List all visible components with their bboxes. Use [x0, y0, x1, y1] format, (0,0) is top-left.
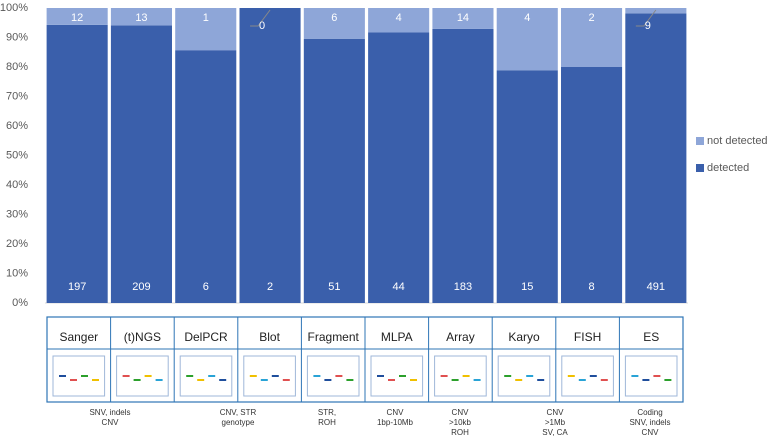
data-label: 14 — [457, 12, 469, 24]
method-name: ES — [643, 330, 659, 344]
method-description: CNV, STR — [220, 408, 257, 417]
data-label: 4 — [396, 12, 402, 24]
method-icon-frame — [306, 355, 360, 397]
y-tick-label: 40% — [6, 179, 28, 191]
data-label: 15 — [521, 281, 533, 293]
bar-segment — [175, 50, 237, 304]
bar-segment — [368, 32, 430, 304]
bar-segment — [303, 38, 365, 303]
data-label: 8 — [588, 281, 594, 293]
data-label: 13 — [135, 12, 147, 24]
method-name: Blot — [259, 330, 280, 344]
bar-segment — [303, 8, 365, 39]
legend-label: detected — [707, 162, 749, 174]
y-tick-label: 80% — [6, 61, 28, 73]
bar-segment — [368, 8, 430, 33]
legend-swatch — [696, 164, 704, 172]
bar-segment — [110, 8, 172, 26]
legend-swatch — [696, 137, 704, 145]
method-icon-frame — [243, 355, 296, 397]
leader-line — [250, 9, 271, 27]
legend-label: not detected — [707, 135, 768, 147]
method-name: MLPA — [381, 330, 413, 344]
data-label: 0 — [259, 20, 265, 32]
method-description: CNV — [102, 418, 120, 427]
leader-line — [635, 9, 657, 27]
method-name: Fragment — [308, 330, 360, 344]
y-tick-label: 90% — [6, 31, 28, 43]
bar-segment — [110, 25, 172, 304]
method-description: 1bp-10Mb — [377, 418, 414, 427]
data-label: 12 — [71, 12, 83, 24]
method-icon-frame — [179, 355, 233, 397]
bar-segment — [46, 24, 108, 303]
method-name: Sanger — [59, 330, 98, 344]
y-tick-label: 70% — [6, 90, 28, 102]
method-description: CNV — [387, 408, 405, 417]
method-description: CNV — [642, 428, 660, 437]
bar-segment — [432, 8, 494, 29]
method-description: CNV — [452, 408, 470, 417]
bar-segment — [561, 67, 623, 303]
bar-segment — [239, 8, 301, 303]
data-label: 2 — [267, 281, 273, 293]
method-description: genotype — [222, 418, 255, 427]
data-label: 6 — [203, 281, 209, 293]
y-tick-label: 0% — [12, 297, 28, 309]
bar-segment — [496, 70, 558, 304]
bar-segment — [432, 28, 494, 303]
method-icon-frame — [52, 355, 106, 397]
data-label: 183 — [454, 281, 472, 293]
method-icon-frame — [116, 355, 169, 397]
data-label: 9 — [645, 20, 651, 32]
y-tick-label: 100% — [0, 2, 28, 14]
y-tick-label: 50% — [6, 149, 28, 161]
method-description: STR, — [318, 408, 336, 417]
bar-segment — [46, 8, 108, 25]
data-label: 209 — [132, 281, 150, 293]
data-label: 2 — [588, 12, 594, 24]
bar-segment — [175, 8, 237, 51]
method-icon-frame — [434, 355, 487, 397]
bar-segment — [496, 8, 558, 71]
method-icon-frame — [624, 355, 678, 397]
data-label: 44 — [393, 281, 405, 293]
method-description: SNV, indels — [629, 418, 670, 427]
data-label: 1 — [203, 12, 209, 24]
y-tick-label: 30% — [6, 208, 28, 220]
method-description: SV, CA — [542, 428, 568, 437]
method-name: FISH — [574, 330, 601, 344]
method-icon-frame — [370, 355, 424, 397]
data-label: 51 — [328, 281, 340, 293]
data-label: 197 — [68, 281, 86, 293]
data-label: 491 — [647, 281, 665, 293]
method-icon-frame — [497, 355, 551, 397]
y-tick-label: 20% — [6, 238, 28, 250]
y-tick-label: 60% — [6, 120, 28, 132]
method-name: Array — [446, 330, 475, 344]
method-icon-frame — [561, 355, 614, 397]
method-description: >1Mb — [545, 418, 566, 427]
bar-segment — [625, 13, 687, 304]
data-label: 6 — [331, 12, 337, 24]
method-name: Karyo — [508, 330, 540, 344]
method-description: >10kb — [449, 418, 472, 427]
method-name: (t)NGS — [124, 330, 161, 344]
method-name: DelPCR — [184, 330, 228, 344]
y-tick-label: 10% — [6, 267, 28, 279]
data-label: 4 — [524, 12, 530, 24]
method-description: ROH — [451, 428, 469, 437]
method-description: Coding — [637, 408, 662, 417]
method-description: CNV — [547, 408, 565, 417]
method-description: ROH — [318, 418, 336, 427]
method-description: SNV, indels — [89, 408, 130, 417]
bar-segment — [561, 8, 623, 67]
